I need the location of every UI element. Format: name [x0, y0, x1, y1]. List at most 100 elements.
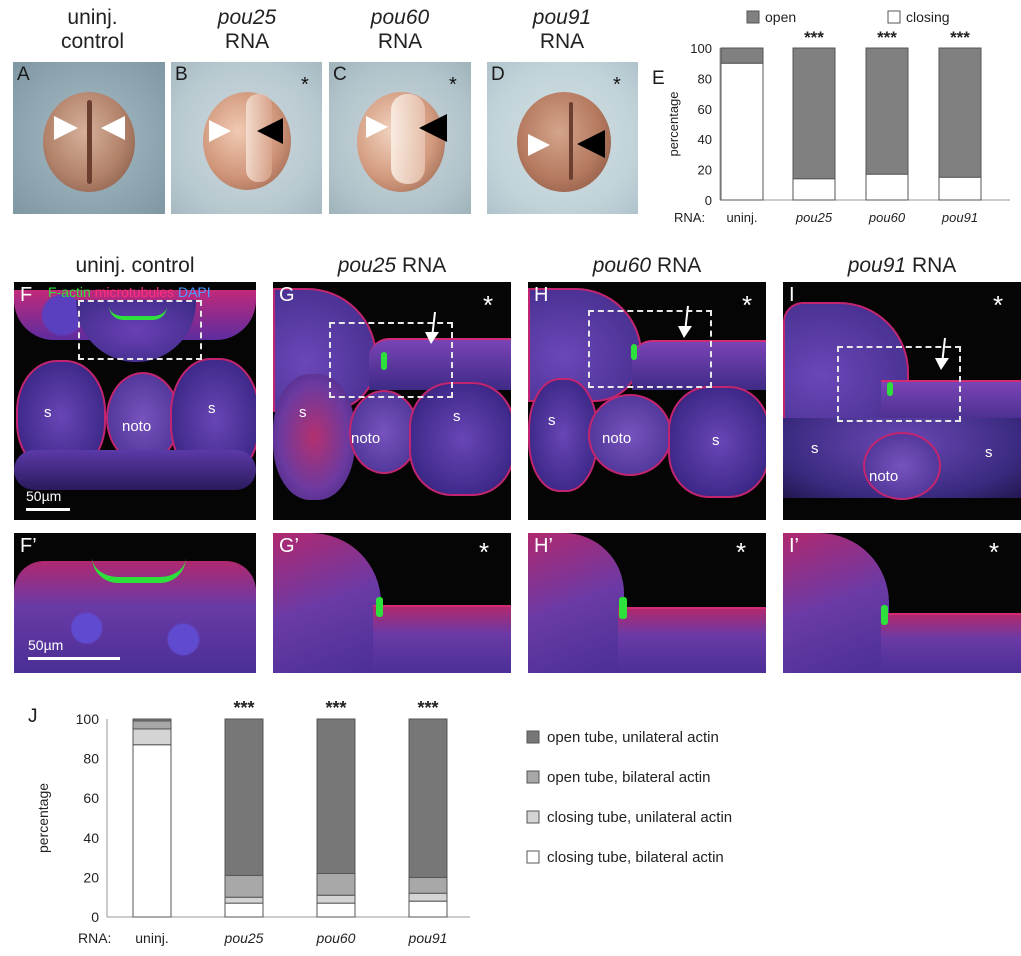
factin-spot	[381, 352, 387, 370]
embryo-photo-a: A	[13, 62, 165, 214]
legend-label: open tube, unilateral actin	[547, 729, 719, 746]
zoom-panel-g-prime: G’ *	[273, 533, 511, 673]
panel-label-f: F	[20, 284, 33, 306]
header-line2: RNA	[377, 30, 423, 53]
bar-segment	[938, 47, 982, 178]
bar-segment	[865, 47, 909, 175]
confocal-panel-i: I * s noto s	[783, 282, 1021, 520]
header-pou25: pou25 RNA	[172, 6, 322, 54]
y-axis-label: percentage	[666, 91, 681, 156]
chart-e: 0 20 40 60 80 100 percentage RNA: uninj. pou25 ***…	[666, 9, 1010, 225]
significance-annotation: ***	[417, 698, 438, 718]
significance-annotation: ***	[325, 698, 346, 718]
legend-swatch	[526, 850, 540, 864]
asterisk: *	[483, 290, 494, 320]
header-gene: pou60	[592, 254, 652, 277]
label-notochord: noto	[351, 430, 381, 447]
y-tick-label: 60	[83, 790, 99, 806]
label-notochord: noto	[869, 468, 899, 485]
y-axis-label: percentage	[35, 783, 51, 853]
y-tick-label: 0	[91, 909, 99, 925]
label-notochord: noto	[602, 430, 632, 447]
zoom-region-box	[329, 322, 453, 398]
y-tick-label: 60	[698, 102, 712, 117]
zoom-region-box	[78, 300, 202, 360]
y-tick-label: 100	[690, 41, 712, 56]
category-prefix: RNA:	[78, 930, 111, 946]
category-label: pou60	[316, 930, 356, 946]
category-label: pou25	[795, 210, 833, 225]
neural-plate	[246, 94, 272, 182]
legend-dapi: DAPI	[177, 284, 211, 300]
panel-label-j: J	[28, 706, 38, 727]
factin-spot	[619, 597, 627, 619]
bar-segment	[720, 47, 764, 64]
flat-neural-plate	[632, 340, 766, 390]
panel-label-b: B	[175, 64, 188, 85]
bar-segment	[132, 718, 172, 722]
flat-neural-plate	[369, 338, 511, 390]
zoom-panel-h-prime: H’ *	[528, 533, 766, 673]
factin-signal	[92, 557, 186, 583]
header-line1: uninj.	[67, 6, 118, 29]
panel-label-g: G	[279, 284, 295, 306]
bar-segment	[132, 744, 172, 918]
category-label: uninj.	[726, 210, 757, 225]
panel-label-c: C	[333, 64, 347, 85]
header-line1: pou91	[532, 6, 592, 29]
notochord	[863, 432, 941, 500]
asterisk: *	[736, 537, 747, 567]
neural-plate	[391, 94, 425, 184]
header-suffix: RNA	[906, 254, 957, 277]
legend-label: closing tube, bilateral actin	[547, 849, 724, 866]
legend-microtubules: microtubules	[94, 284, 175, 300]
bar-segment	[224, 896, 264, 904]
bar-segment	[316, 902, 356, 918]
panel-label-d: D	[491, 64, 505, 85]
endoderm	[14, 450, 256, 490]
neural-fold	[783, 533, 889, 673]
chart-j: 0 20 40 60 80 100 percentage RNA: uninj. pou25 ***…	[35, 698, 732, 946]
confocal-panel-f: F F-actin microtubules DAPI s noto s 50µ…	[14, 282, 256, 520]
zoom-region-box	[588, 310, 712, 388]
panel-label-i-prime: I’	[789, 535, 799, 557]
asterisk: *	[479, 537, 490, 567]
label-somite-left: s	[548, 412, 556, 429]
scale-bar-label: 50µm	[28, 637, 64, 653]
bar-segment	[316, 894, 356, 904]
header-suffix: RNA	[651, 254, 702, 277]
label-somite-right: s	[453, 408, 461, 425]
neural-groove	[569, 102, 573, 180]
embryo-photo-d: D *	[487, 62, 638, 214]
y-tick-label: 20	[698, 163, 712, 178]
category-label: pou25	[224, 930, 264, 946]
legend-label-closing: closing	[906, 9, 950, 25]
header-line1: pou25	[217, 6, 277, 29]
neural-fold	[528, 533, 624, 673]
bar-segment	[792, 178, 836, 201]
black-arrowhead	[257, 118, 283, 144]
panel-label-h-prime: H’	[534, 535, 553, 557]
header-line2: RNA	[539, 30, 585, 53]
flat-plate	[881, 613, 1021, 673]
category-label: pou91	[941, 210, 978, 225]
factin-spot	[887, 382, 893, 396]
label-somite-left: s	[811, 440, 819, 457]
bar-segment	[408, 876, 448, 894]
y-tick-label: 40	[83, 830, 99, 846]
bar-segment	[224, 874, 264, 898]
factin-spot	[631, 344, 637, 360]
header-suffix: RNA	[396, 254, 447, 277]
notochord	[349, 390, 419, 474]
embryo-photo-b: B *	[171, 62, 322, 214]
flat-plate	[373, 605, 511, 673]
bar-segment	[408, 892, 448, 902]
asterisk: *	[613, 74, 621, 96]
bar-segment	[720, 62, 764, 201]
label-somite-right: s	[208, 400, 216, 417]
somite-right	[409, 382, 511, 496]
y-tick-label: 100	[76, 711, 100, 727]
legend-swatch	[526, 730, 540, 744]
label-notochord: noto	[122, 418, 152, 435]
asterisk: *	[449, 74, 457, 96]
